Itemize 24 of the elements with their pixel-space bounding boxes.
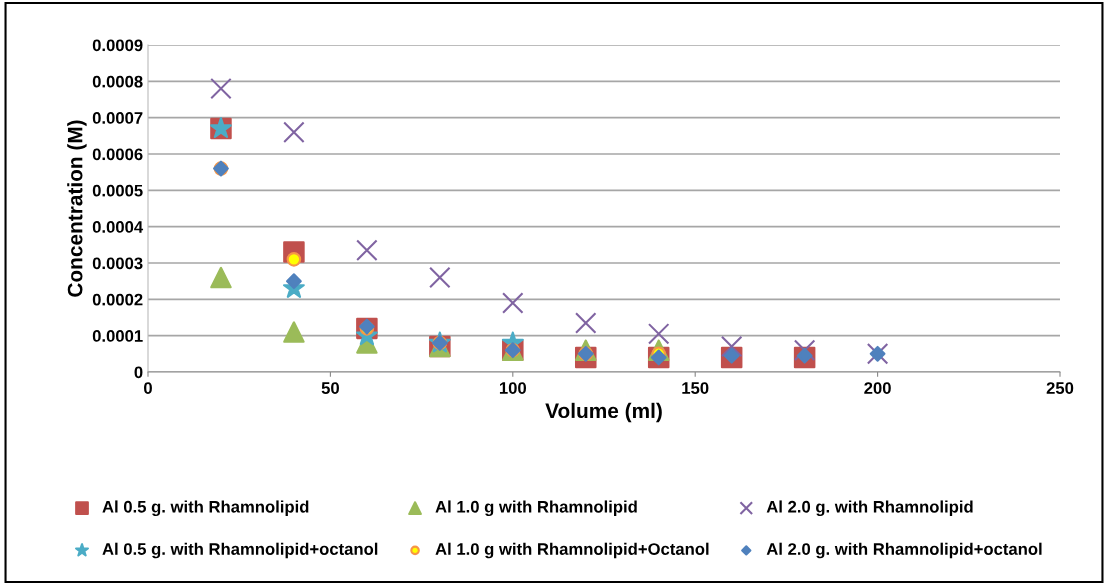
y-tick-label: 0.0005 xyxy=(92,184,143,197)
x-tick-label: 50 xyxy=(321,382,339,394)
y-tick-label: 0.0009 xyxy=(92,39,143,52)
y-tick-label: 0.0002 xyxy=(92,293,143,306)
y-tick-label: 0.0004 xyxy=(92,221,144,233)
legend-label: Al 0.5 g. with Rhamnolipid xyxy=(102,500,309,517)
x-tick-label: 150 xyxy=(682,382,709,394)
y-tick-label: 0.0008 xyxy=(92,75,143,88)
y-tick-label: 0 xyxy=(134,366,143,379)
y-tick-label: 0.0001 xyxy=(92,330,143,342)
legend-label: Al 0.5 g. with Rhamnolipid+octanol xyxy=(102,542,378,559)
legend-label: Al 2.0 g. with Rhamnolipid+octanol xyxy=(766,542,1042,559)
y-axis-title: Concentration (M) xyxy=(67,120,87,297)
y-tick-label: 0.0007 xyxy=(92,112,143,124)
y-tick-label: 0.0003 xyxy=(92,257,143,270)
legend-label: Al 1.0 g with Rhamnolipid+Octanol xyxy=(435,542,709,559)
x-tick-label: 200 xyxy=(864,382,891,394)
x-axis-title: Volume (ml) xyxy=(545,402,662,423)
x-tick-label: 250 xyxy=(1046,382,1074,394)
y-tick-label: 0.0006 xyxy=(92,148,143,161)
legend-label: Al 1.0 g with Rhamnolipid xyxy=(435,500,637,517)
x-tick-label: 0 xyxy=(144,382,152,394)
legend-label: Al 2.0 g. with Rhamnolipid xyxy=(766,500,973,517)
x-tick-label: 100 xyxy=(499,382,527,394)
